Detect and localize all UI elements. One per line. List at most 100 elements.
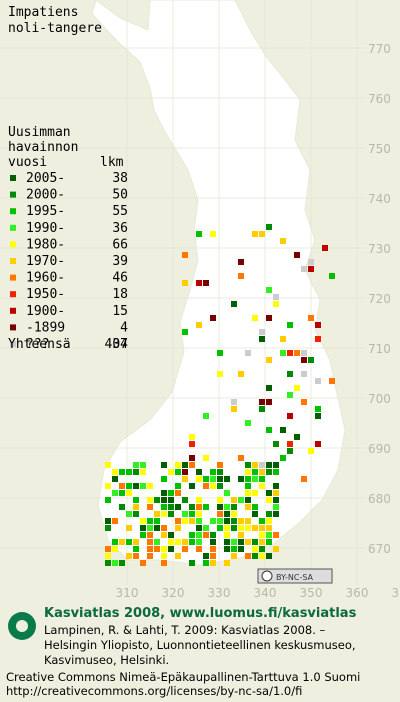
- cell: [266, 357, 272, 363]
- cell: [280, 350, 286, 356]
- cell: [154, 497, 160, 503]
- legend-label: 1960-: [26, 271, 65, 286]
- cell: [224, 546, 230, 552]
- cell: [238, 525, 244, 531]
- cell: [161, 497, 167, 503]
- cell: [182, 329, 188, 335]
- cell: [147, 518, 153, 524]
- cell: [168, 469, 174, 475]
- cell: [175, 483, 181, 489]
- cell: [259, 462, 265, 468]
- cell: [238, 273, 244, 279]
- cell: [203, 532, 209, 538]
- cell: [210, 539, 216, 545]
- legend-header: havainnon: [8, 140, 78, 155]
- x-tick-label: 360: [346, 586, 369, 600]
- cell: [119, 469, 125, 475]
- logo: [8, 612, 36, 640]
- license-line: http://creativecommons.org/licenses/by-n…: [6, 684, 302, 698]
- cell: [161, 546, 167, 552]
- cell: [182, 476, 188, 482]
- cell: [105, 553, 111, 559]
- legend-swatch: [10, 341, 16, 347]
- cc-badge: BY-NC-SA: [257, 568, 333, 584]
- cell: [196, 525, 202, 531]
- cell: [196, 497, 202, 503]
- legend-count: 36: [112, 221, 128, 236]
- cell: [196, 539, 202, 545]
- cell: [266, 287, 272, 293]
- cell: [266, 224, 272, 230]
- cell: [273, 462, 279, 468]
- cell: [231, 546, 237, 552]
- cell: [245, 553, 251, 559]
- cell: [168, 504, 174, 510]
- cell: [119, 490, 125, 496]
- cell: [105, 525, 111, 531]
- cell: [238, 497, 244, 503]
- y-tick-label: 690: [368, 442, 391, 456]
- cell: [231, 301, 237, 307]
- cell: [294, 434, 300, 440]
- title-line: noli-tangere: [8, 21, 102, 36]
- legend-count: 55: [112, 204, 128, 219]
- cell: [133, 469, 139, 475]
- footer-background: [0, 600, 400, 702]
- x-tick-label: 350: [300, 586, 323, 600]
- cell: [154, 539, 160, 545]
- cell: [210, 469, 216, 475]
- cell: [112, 539, 118, 545]
- cell: [203, 504, 209, 510]
- cell: [126, 490, 132, 496]
- cell: [210, 231, 216, 237]
- cell: [231, 525, 237, 531]
- legend-swatch: [10, 324, 16, 331]
- cell: [210, 553, 216, 559]
- cell: [119, 539, 125, 545]
- cell: [259, 553, 265, 559]
- y-tick-label: 730: [368, 242, 391, 256]
- cell: [252, 315, 258, 321]
- cell: [105, 497, 111, 503]
- legend-count: 66: [112, 237, 128, 252]
- cell: [196, 476, 202, 482]
- cc-icon: [261, 570, 273, 582]
- cell: [231, 497, 237, 503]
- cell: [259, 532, 265, 538]
- logo-center: [16, 620, 28, 632]
- cell: [252, 525, 258, 531]
- cell: [161, 532, 167, 538]
- cell: [161, 504, 167, 510]
- cell: [175, 462, 181, 468]
- cell: [238, 476, 244, 482]
- cell: [161, 553, 167, 559]
- cell: [189, 434, 195, 440]
- cell: [259, 483, 265, 489]
- cell: [112, 490, 118, 496]
- x-tick-label: 320: [162, 586, 185, 600]
- legend-label: 1995-: [26, 204, 65, 219]
- cell: [266, 525, 272, 531]
- cell: [259, 546, 265, 552]
- footer-heading: Kasviatlas 2008, www.luomus.fi/kasviatla…: [44, 606, 357, 621]
- cell: [217, 511, 223, 517]
- cell: [231, 406, 237, 412]
- cell: [224, 490, 230, 496]
- cell: [259, 329, 265, 335]
- cell: [147, 483, 153, 489]
- citation-line: Helsingin Yliopisto, Luonnontieteellinen…: [44, 638, 356, 652]
- legend-count: 50: [112, 188, 128, 203]
- cell: [112, 469, 118, 475]
- cell: [161, 525, 167, 531]
- cell: [259, 399, 265, 405]
- cell: [252, 511, 258, 517]
- cell: [273, 511, 279, 517]
- cell: [203, 476, 209, 482]
- cell: [147, 553, 153, 559]
- cc-badge-text: BY-NC-SA: [276, 573, 314, 582]
- cell: [266, 539, 272, 545]
- cell: [294, 385, 300, 391]
- cell: [217, 525, 223, 531]
- finland-outline: [91, 0, 346, 566]
